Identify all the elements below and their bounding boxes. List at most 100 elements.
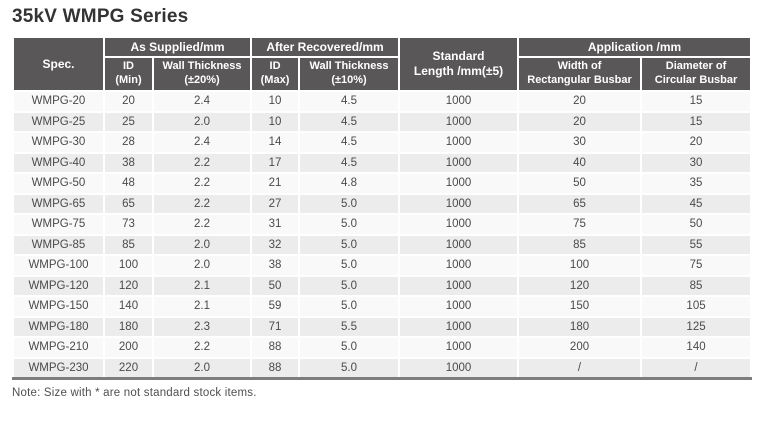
value-cell: 2.3 xyxy=(151,315,253,338)
value-cell: 1000 xyxy=(398,151,520,174)
header-diameter-circular-busbar: Diameter of Circular Busbar xyxy=(640,56,753,92)
value-cell: 180 xyxy=(103,315,154,338)
value-cell: 4.5 xyxy=(298,110,401,133)
value-cell: 73 xyxy=(103,213,154,236)
value-cell: 2.0 xyxy=(151,110,253,133)
spec-cell: WMPG-180 xyxy=(12,315,105,338)
value-cell: 20 xyxy=(103,90,154,113)
value-cell: 65 xyxy=(103,192,154,215)
value-cell: 5.0 xyxy=(298,213,401,236)
value-cell: 50 xyxy=(250,274,301,297)
table-row: WMPG-180 180 2.3 71 5.5 1000 180 125 xyxy=(12,315,753,338)
header-id-min: ID (Min) xyxy=(103,56,154,92)
value-cell: 200 xyxy=(517,336,643,359)
header-spec: Spec. xyxy=(12,36,105,92)
value-cell: 5.0 xyxy=(298,233,401,256)
value-cell: 2.1 xyxy=(151,295,253,318)
header-id-max: ID (Max) xyxy=(250,56,301,92)
value-cell: 10 xyxy=(250,90,301,113)
value-cell: 2.1 xyxy=(151,274,253,297)
value-cell: 45 xyxy=(640,192,753,215)
header-group-row: Spec. As Supplied/mm After Recovered/mm … xyxy=(12,36,753,92)
value-cell: 28 xyxy=(103,131,154,154)
value-cell: 1000 xyxy=(398,336,520,359)
value-cell: 30 xyxy=(517,131,643,154)
value-cell: 35 xyxy=(640,172,753,195)
table-header: Spec. As Supplied/mm After Recovered/mm … xyxy=(12,36,753,92)
value-cell: 5.0 xyxy=(298,254,401,277)
value-cell: 1000 xyxy=(398,233,520,256)
spec-cell: WMPG-50 xyxy=(12,172,105,195)
value-cell: 1000 xyxy=(398,131,520,154)
value-cell: 1000 xyxy=(398,356,520,380)
spec-cell: WMPG-230 xyxy=(12,356,105,380)
value-cell: 85 xyxy=(517,233,643,256)
value-cell: 85 xyxy=(103,233,154,256)
value-cell: 5.0 xyxy=(298,336,401,359)
spec-cell: WMPG-30 xyxy=(12,131,105,154)
spec-cell: WMPG-20 xyxy=(12,90,105,113)
table-row: WMPG-30 28 2.4 14 4.5 1000 30 20 xyxy=(12,131,753,154)
value-cell: 32 xyxy=(250,233,301,256)
value-cell: 4.8 xyxy=(298,172,401,195)
table-row: WMPG-150 140 2.1 59 5.0 1000 150 105 xyxy=(12,295,753,318)
value-cell: 21 xyxy=(250,172,301,195)
spec-cell: WMPG-150 xyxy=(12,295,105,318)
header-group-after-recovered: After Recovered/mm xyxy=(250,36,401,58)
table-row: WMPG-20 20 2.4 10 4.5 1000 20 15 xyxy=(12,90,753,113)
value-cell: 220 xyxy=(103,356,154,380)
value-cell: 48 xyxy=(103,172,154,195)
value-cell: 15 xyxy=(640,90,753,113)
value-cell: 85 xyxy=(640,274,753,297)
value-cell: 140 xyxy=(103,295,154,318)
note-text: Note: Size with * are not standard stock… xyxy=(12,386,257,399)
value-cell: 120 xyxy=(103,274,154,297)
value-cell: 100 xyxy=(103,254,154,277)
spec-cell: WMPG-85 xyxy=(12,233,105,256)
value-cell: 1000 xyxy=(398,110,520,133)
table-row: WMPG-100 100 2.0 38 5.0 1000 100 75 xyxy=(12,254,753,277)
value-cell: 200 xyxy=(103,336,154,359)
table-row: WMPG-25 25 2.0 10 4.5 1000 20 15 xyxy=(12,110,753,133)
value-cell: 1000 xyxy=(398,254,520,277)
value-cell: / xyxy=(517,356,643,380)
spec-cell: WMPG-65 xyxy=(12,192,105,215)
table-row: WMPG-40 38 2.2 17 4.5 1000 40 30 xyxy=(12,151,753,174)
table-row: WMPG-50 48 2.2 21 4.8 1000 50 35 xyxy=(12,172,753,195)
value-cell: 15 xyxy=(640,110,753,133)
header-standard-length: Standard Length /mm(±5) xyxy=(398,36,520,92)
table-row: WMPG-210 200 2.2 88 5.0 1000 200 140 xyxy=(12,336,753,359)
value-cell: 5.0 xyxy=(298,356,401,380)
value-cell: 2.2 xyxy=(151,172,253,195)
table-row: WMPG-230 220 2.0 88 5.0 1000// xyxy=(12,356,753,380)
value-cell: 2.2 xyxy=(151,192,253,215)
value-cell: 20 xyxy=(517,90,643,113)
value-cell: 5.0 xyxy=(298,274,401,297)
spec-cell: WMPG-120 xyxy=(12,274,105,297)
value-cell: 180 xyxy=(517,315,643,338)
value-cell: 38 xyxy=(250,254,301,277)
header-group-application: Application /mm xyxy=(517,36,753,58)
value-cell: 4.5 xyxy=(298,131,401,154)
value-cell: 120 xyxy=(517,274,643,297)
table-row: WMPG-85 85 2.0 32 5.0 1000 85 55 xyxy=(12,233,753,256)
spec-cell: WMPG-25 xyxy=(12,110,105,133)
value-cell: 50 xyxy=(517,172,643,195)
spec-cell: WMPG-210 xyxy=(12,336,105,359)
value-cell: 125 xyxy=(640,315,753,338)
value-cell: 88 xyxy=(250,336,301,359)
value-cell: 150 xyxy=(517,295,643,318)
value-cell: 5.5 xyxy=(298,315,401,338)
value-cell: 88 xyxy=(250,356,301,380)
spec-table: Spec. As Supplied/mm After Recovered/mm … xyxy=(12,36,753,380)
value-cell: 65 xyxy=(517,192,643,215)
value-cell: 17 xyxy=(250,151,301,174)
value-cell: 71 xyxy=(250,315,301,338)
value-cell: 75 xyxy=(517,213,643,236)
value-cell: 1000 xyxy=(398,172,520,195)
value-cell: 75 xyxy=(640,254,753,277)
value-cell: 1000 xyxy=(398,315,520,338)
value-cell: 2.0 xyxy=(151,254,253,277)
value-cell: 4.5 xyxy=(298,151,401,174)
value-cell: 55 xyxy=(640,233,753,256)
